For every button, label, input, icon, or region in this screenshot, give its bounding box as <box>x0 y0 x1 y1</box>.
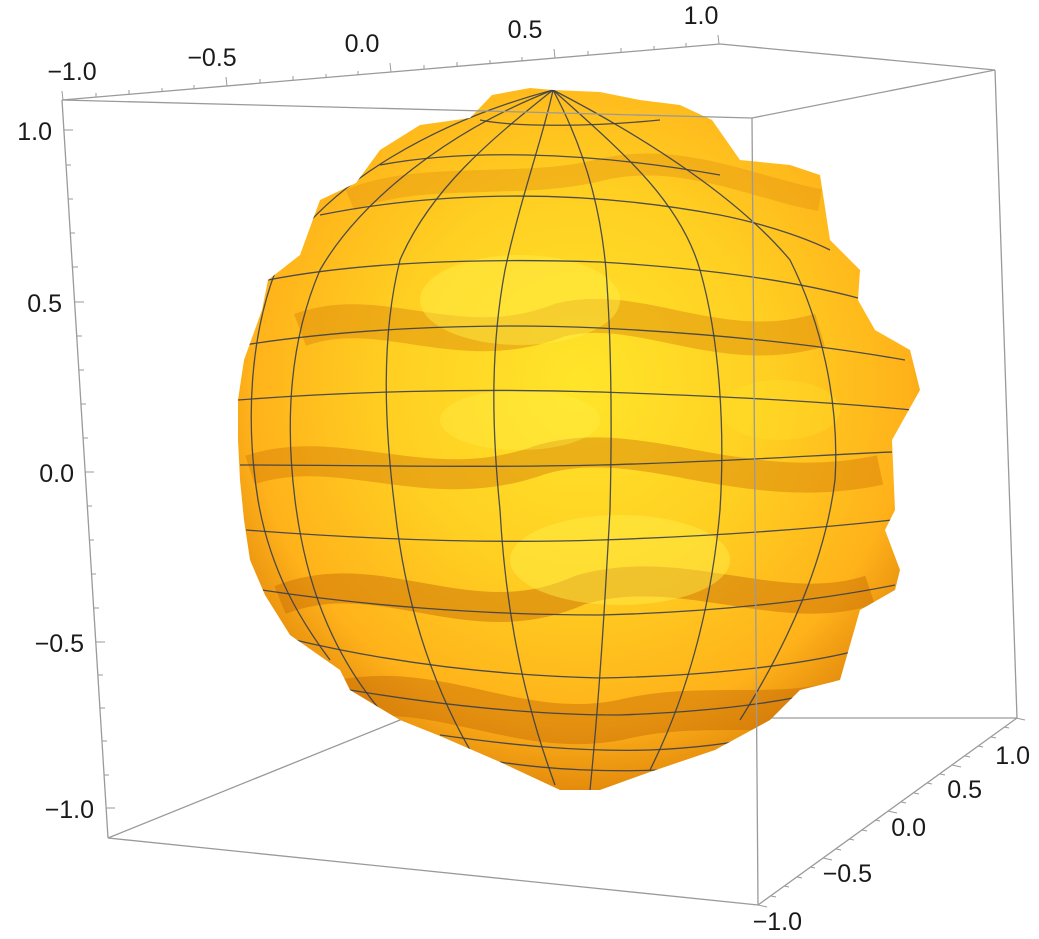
box-front-edges <box>61 43 1018 906</box>
z-axis-tick-labels: 1.0 0.5 0.0 −0.5 −1.0 <box>17 118 94 824</box>
y-tick-label: 1.0 <box>995 742 1030 770</box>
z-tick-label: −0.5 <box>35 630 84 658</box>
z-tick-label: 0.0 <box>39 460 74 488</box>
surface-mesh <box>238 89 913 790</box>
y-tick-label: 0.5 <box>947 776 982 804</box>
x-tick-label: 0.5 <box>508 16 543 44</box>
z-tick-label: −1.0 <box>45 796 94 824</box>
y-tick-label: 0.0 <box>891 814 926 842</box>
x-tick-label: −0.5 <box>187 44 236 72</box>
x-axis-tick-labels: −1.0 −0.5 0.0 0.5 1.0 <box>47 2 718 86</box>
y-axis-tick-labels: −1.0 −0.5 0.0 0.5 1.0 <box>753 742 1030 936</box>
z-tick-label: 0.5 <box>27 290 62 318</box>
tick-marks <box>61 34 1026 908</box>
x-tick-label: 0.0 <box>345 30 380 58</box>
y-tick-label: −1.0 <box>753 908 802 936</box>
x-tick-label: 1.0 <box>684 2 719 30</box>
z-tick-label: 1.0 <box>17 118 52 146</box>
y-tick-label: −0.5 <box>823 860 872 888</box>
x-tick-label: −1.0 <box>47 58 96 86</box>
